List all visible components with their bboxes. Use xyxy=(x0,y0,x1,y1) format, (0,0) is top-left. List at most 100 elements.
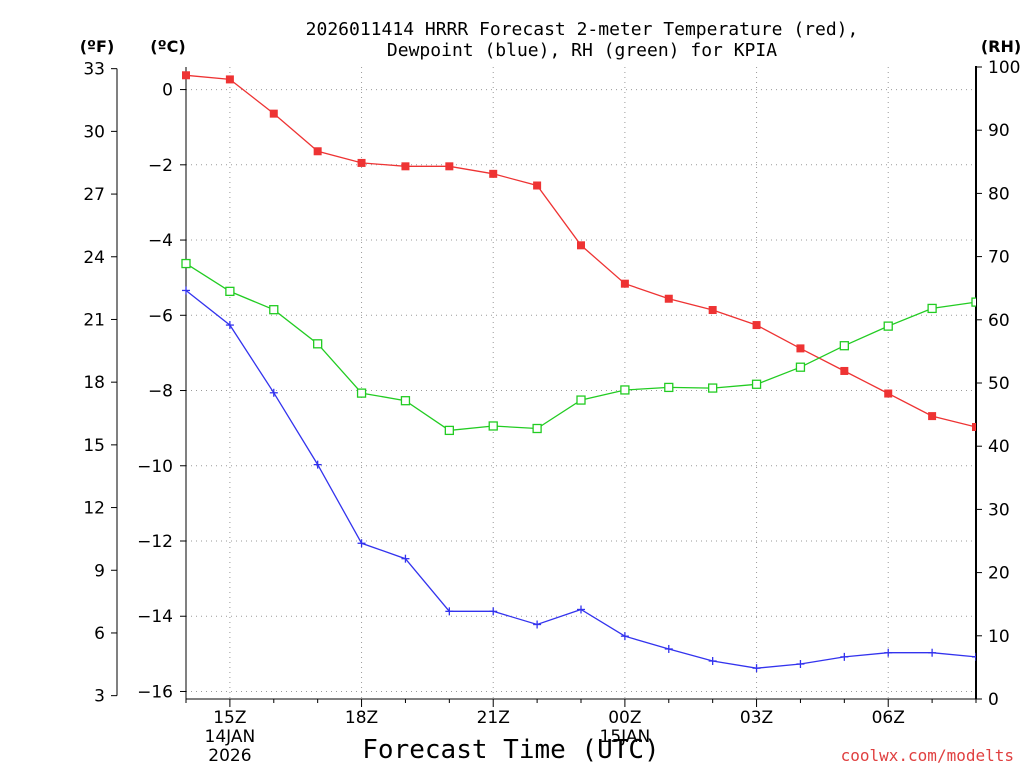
celsius-tick-label: −14 xyxy=(137,607,173,627)
data-point-marker xyxy=(708,657,717,666)
grid xyxy=(186,67,976,699)
fahrenheit-tick-label: 30 xyxy=(83,122,105,142)
rh-tick-label: 80 xyxy=(988,184,1010,204)
x-tick-label: 06Z xyxy=(872,708,905,728)
fahrenheit-tick-label: 24 xyxy=(83,248,105,268)
rh-tick-label: 20 xyxy=(988,564,1010,584)
data-point-marker xyxy=(269,388,278,397)
x-year-label: 2026 xyxy=(208,746,251,766)
series-dewpoint xyxy=(182,286,976,673)
data-point-marker xyxy=(313,339,323,349)
celsius-tick-label: −8 xyxy=(148,382,173,402)
data-point-marker xyxy=(795,362,806,372)
data-point-marker xyxy=(489,607,498,616)
fahrenheit-tick-label: 15 xyxy=(83,436,105,456)
series-line xyxy=(185,74,976,428)
data-point-marker xyxy=(752,321,761,330)
rh-tick-label: 70 xyxy=(988,248,1010,268)
data-point-marker xyxy=(225,321,234,330)
celsius-tick-label: −4 xyxy=(148,231,173,251)
fahrenheit-tick-label: 3 xyxy=(94,687,105,707)
celsius-tick-label: −12 xyxy=(137,532,173,552)
fahrenheit-tick-label: 9 xyxy=(94,561,105,581)
x-tick-label: 03Z xyxy=(740,708,773,728)
data-point-marker xyxy=(708,383,718,393)
x-date-label: 15JAN xyxy=(600,727,651,747)
celsius-tick-label: −10 xyxy=(137,457,173,477)
data-point-marker xyxy=(972,423,976,432)
data-point-marker xyxy=(357,539,366,548)
chart-title-line1: 2026011414 HRRR Forecast 2-meter Tempera… xyxy=(306,19,859,40)
data-point-marker xyxy=(927,303,937,314)
data-point-marker xyxy=(400,396,411,406)
rh-tick-label: 90 xyxy=(988,121,1010,141)
celsius-tick-label: −2 xyxy=(148,156,173,176)
data-point-marker xyxy=(357,158,366,167)
chart-title-line2: Dewpoint (blue), RH (green) for KPIA xyxy=(387,40,777,61)
data-point-marker xyxy=(577,605,585,614)
data-point-marker xyxy=(269,305,279,315)
data-point-marker xyxy=(445,162,454,171)
fahrenheit-tick-label: 21 xyxy=(83,310,105,330)
x-tick-label: 21Z xyxy=(477,708,510,728)
fahrenheit-unit-label: (ºF) xyxy=(80,37,115,56)
data-point-marker xyxy=(664,294,673,303)
fahrenheit-tick-label: 33 xyxy=(83,60,105,80)
data-point-marker xyxy=(401,162,410,171)
data-point-marker xyxy=(356,388,367,398)
x-axis-label: Forecast Time (UTC) xyxy=(362,735,659,765)
credit-text: coolwx.com/modelts xyxy=(841,746,1014,765)
data-point-marker xyxy=(796,344,805,353)
data-point-marker xyxy=(971,297,976,307)
rh-tick-label: 100 xyxy=(988,58,1020,78)
data-point-marker xyxy=(489,169,498,178)
data-point-marker xyxy=(225,286,235,297)
data-point-marker xyxy=(576,395,586,405)
series-relative-humidity xyxy=(181,258,976,436)
data-point-marker xyxy=(796,660,805,669)
data-point-marker xyxy=(533,620,542,629)
rh-unit-label: (RH) xyxy=(981,37,1021,56)
data-point-marker xyxy=(533,181,542,190)
data-point-marker xyxy=(664,644,673,653)
rh-tick-label: 50 xyxy=(988,374,1010,394)
series-line xyxy=(185,263,976,432)
celsius-tick-label: 0 xyxy=(162,81,173,101)
data-point-marker xyxy=(884,648,893,657)
x-tick-label: 00Z xyxy=(608,708,641,728)
x-date-label: 14JAN xyxy=(205,727,256,747)
axes: 33302724211815129630−2−4−6−8−10−12−14−16… xyxy=(83,58,1020,766)
data-point-marker xyxy=(620,385,630,395)
data-point-marker xyxy=(444,425,454,436)
fahrenheit-tick-label: 27 xyxy=(83,185,105,205)
data-point-marker xyxy=(751,379,762,389)
data-point-marker xyxy=(928,412,937,421)
series xyxy=(181,71,976,673)
data-point-marker xyxy=(752,664,761,673)
data-point-marker xyxy=(839,341,849,351)
x-tick-label: 18Z xyxy=(345,708,378,728)
series-2-meter-temperature xyxy=(182,71,976,432)
data-point-marker xyxy=(708,306,717,315)
data-point-marker xyxy=(928,648,937,657)
data-point-marker xyxy=(620,279,629,288)
data-point-marker xyxy=(182,71,190,80)
data-point-marker xyxy=(181,258,191,269)
rh-tick-label: 30 xyxy=(988,500,1010,520)
celsius-tick-label: −16 xyxy=(137,682,173,702)
fahrenheit-tick-label: 6 xyxy=(94,624,105,644)
celsius-unit-label: (ºC) xyxy=(150,37,185,56)
data-point-marker xyxy=(182,286,190,295)
data-point-marker xyxy=(488,421,498,431)
rh-tick-label: 10 xyxy=(988,627,1010,647)
data-point-marker xyxy=(225,75,234,84)
x-tick-label: 15Z xyxy=(213,708,246,728)
fahrenheit-tick-label: 12 xyxy=(83,499,105,519)
data-point-marker xyxy=(269,109,278,118)
celsius-tick-label: −6 xyxy=(148,306,173,326)
data-point-marker xyxy=(883,321,893,331)
data-point-marker xyxy=(840,366,849,375)
data-point-marker xyxy=(620,632,629,641)
rh-tick-label: 40 xyxy=(988,437,1010,457)
